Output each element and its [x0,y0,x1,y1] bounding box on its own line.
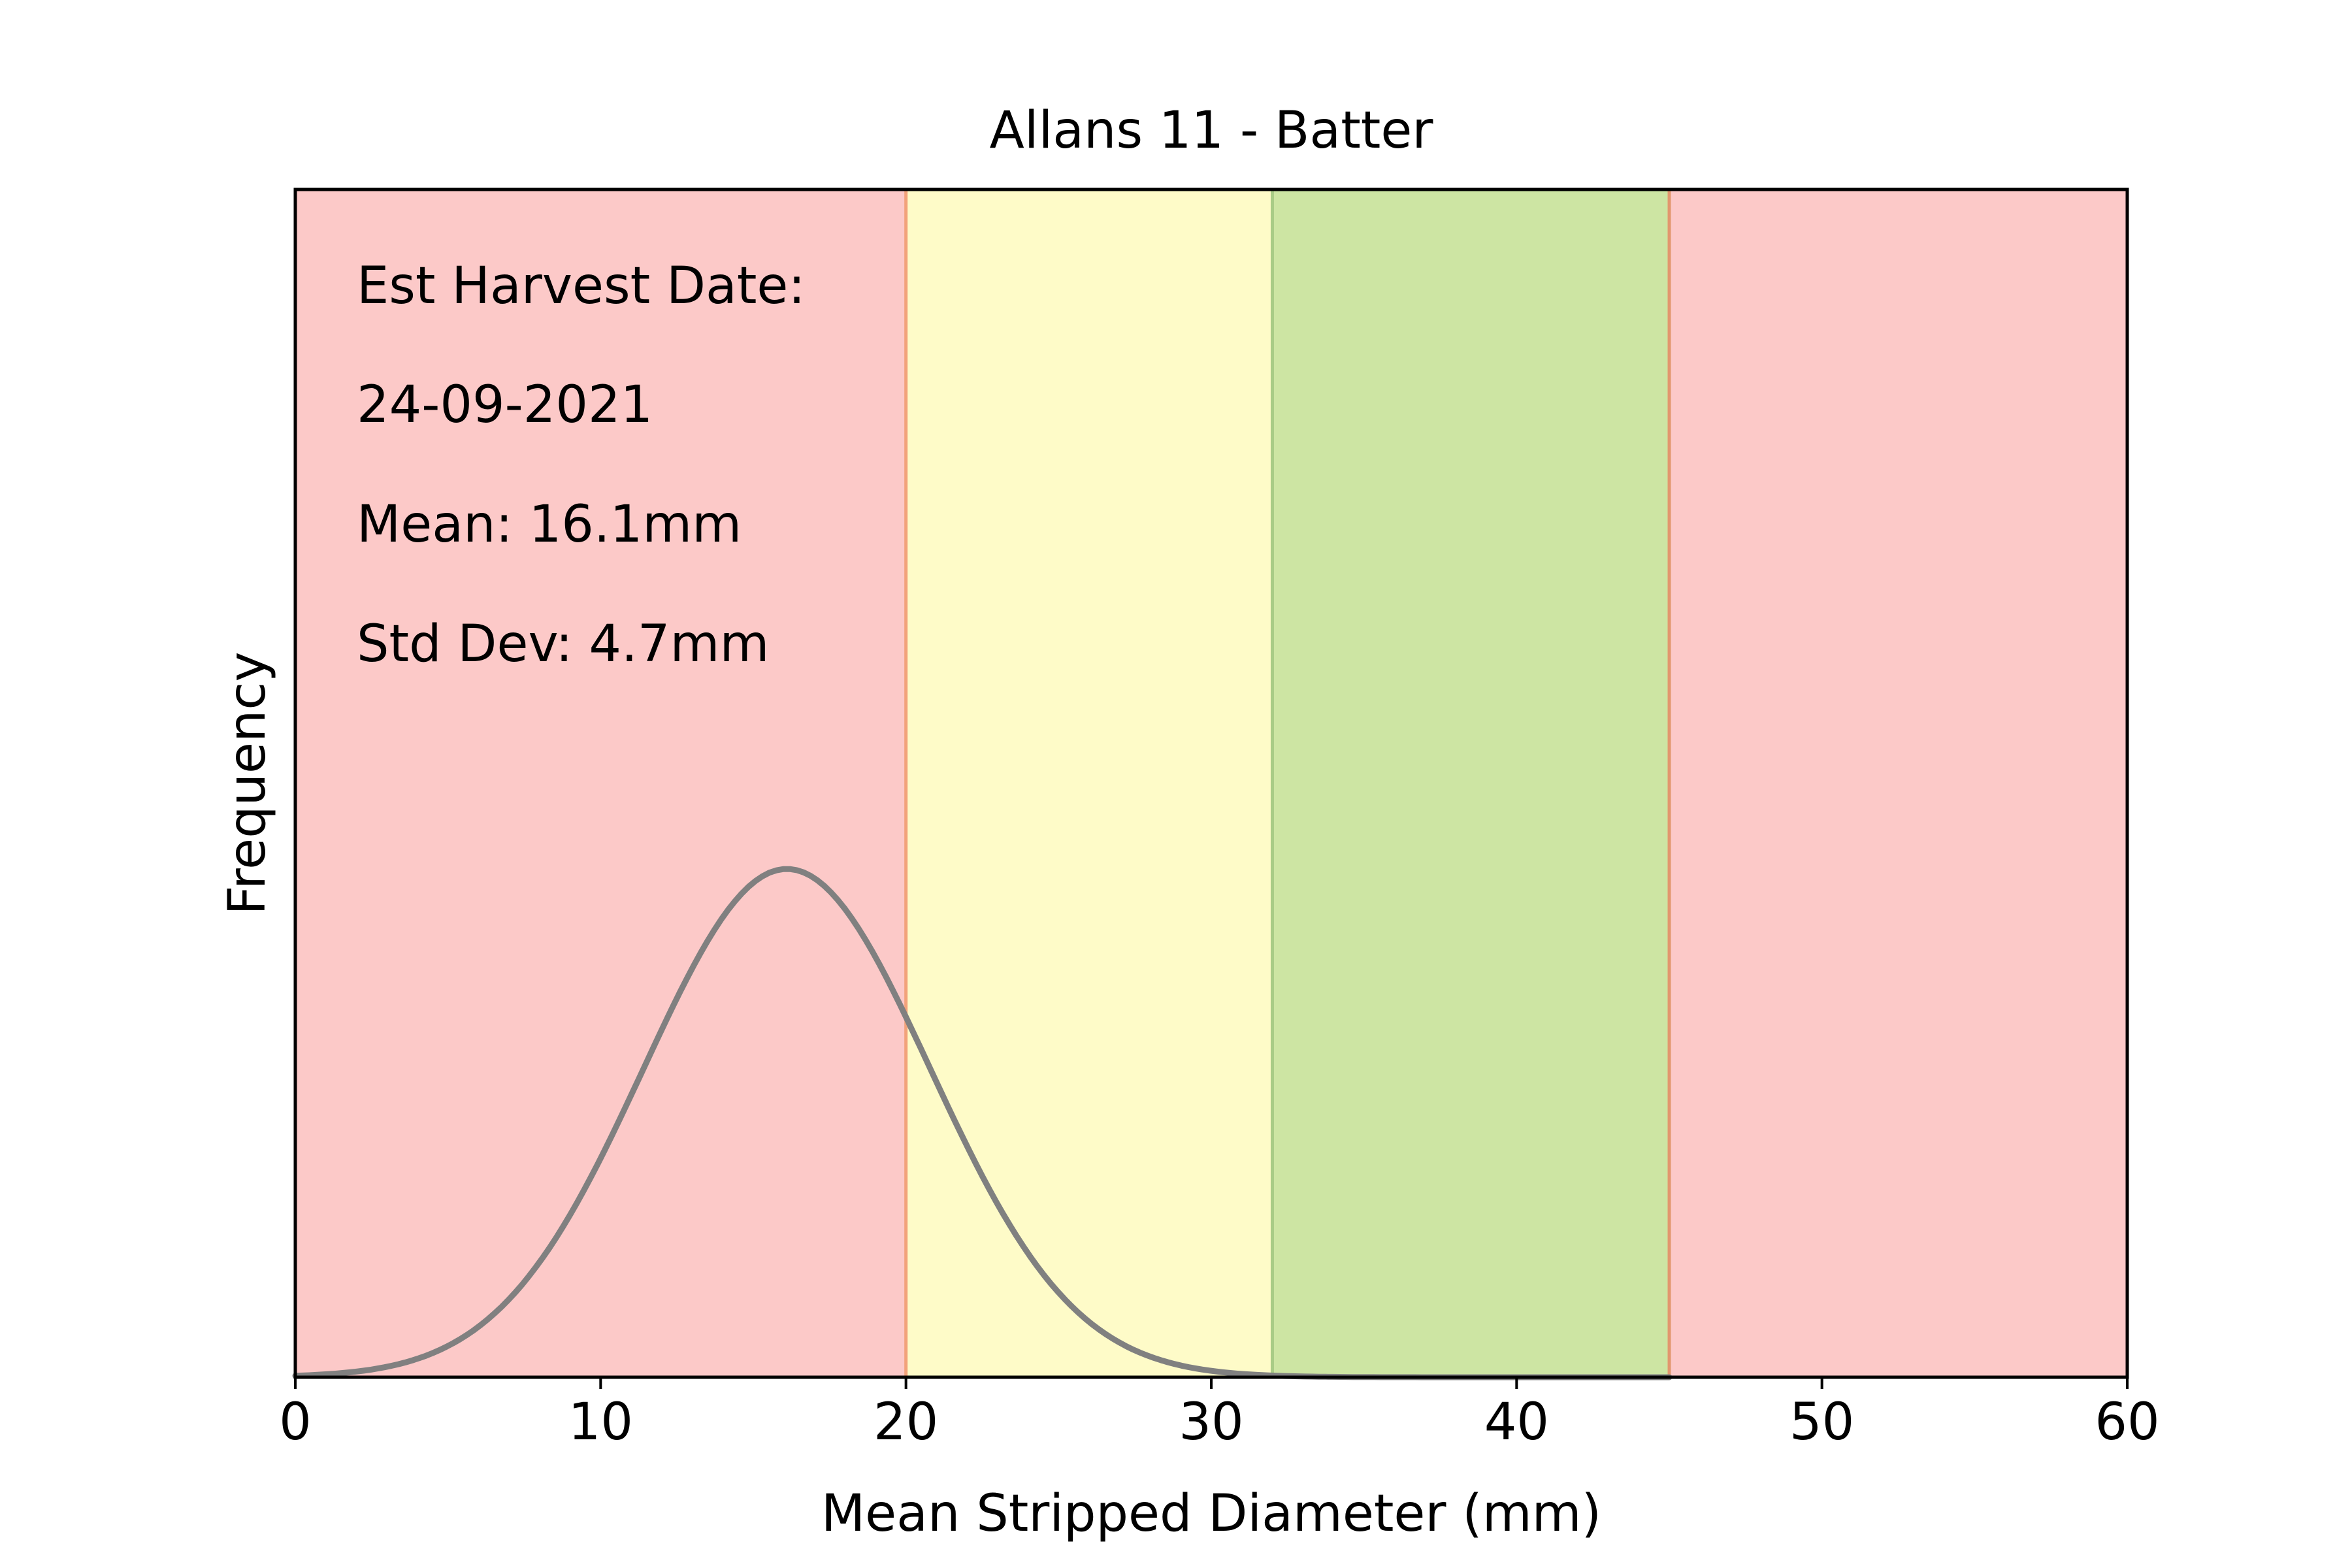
harvest-date-label: Est Harvest Date: [357,257,806,316]
x-tick-label-20: 20 [874,1393,938,1452]
x-axis-ticks: 0 10 20 30 40 50 60 [279,1377,2160,1452]
zone-band-0 [295,189,906,1377]
x-tick-label-10: 10 [568,1393,633,1452]
zone-band-3 [1669,189,2127,1377]
x-tick-label-0: 0 [279,1393,312,1452]
x-tick-label-30: 30 [1179,1393,1243,1452]
x-tick-label-50: 50 [1789,1393,1854,1452]
chart-title: Allans 11 - Batter [990,101,1434,160]
zone-bands [295,189,2127,1377]
zone-band-2 [1272,189,1669,1377]
zone-band-1 [906,189,1273,1377]
x-axis-label: Mean Stripped Diameter (mm) [821,1484,1601,1543]
mean-annotation: Mean: 16.1mm [357,495,742,554]
x-tick-label-40: 40 [1484,1393,1549,1452]
harvest-date-value: 24-09-2021 [357,376,653,434]
x-tick-label-60: 60 [2095,1393,2159,1452]
std-dev-annotation: Std Dev: 4.7mm [357,615,769,674]
y-axis-label: Frequency [218,652,277,915]
